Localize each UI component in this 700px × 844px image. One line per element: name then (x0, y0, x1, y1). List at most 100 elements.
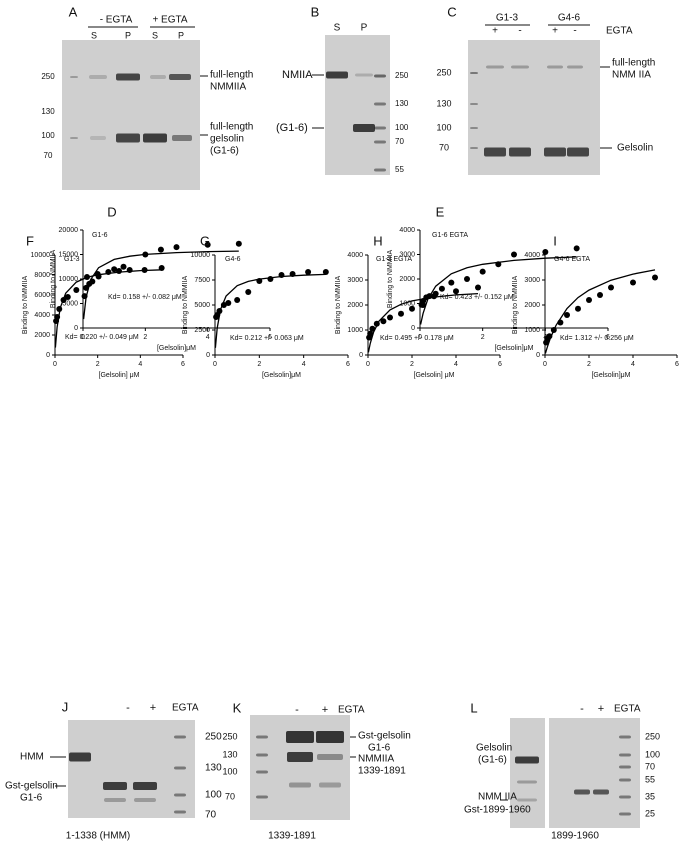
y-axis-label: Binding to NMMIIA (22, 275, 29, 334)
gel-band (316, 731, 344, 743)
marker-label: 100 (41, 131, 55, 140)
gel-band (256, 770, 268, 774)
gel-band (619, 735, 631, 739)
data-point (380, 318, 387, 325)
y-tick-label: 3000 (347, 277, 363, 284)
marker-label: 250 (436, 67, 451, 77)
gel-band (547, 65, 563, 69)
gel-band (374, 140, 386, 144)
data-point (448, 279, 455, 286)
gel-band (574, 789, 590, 795)
gel-image (62, 40, 200, 190)
x-axis-label: [Gelsolin] μM (414, 372, 455, 379)
y-tick-label: 3000 (399, 251, 415, 258)
condition-label: G1-3 (496, 13, 519, 24)
band-label: NMM IIA (478, 792, 517, 803)
data-point (89, 278, 96, 285)
gel-band (256, 753, 268, 757)
x-tick-label: 2 (96, 361, 100, 368)
band-label: Gst-gelsolin (5, 781, 58, 792)
y-axis-label: Binding to NMMIIA (335, 275, 342, 334)
lane-label: - (573, 26, 576, 37)
y-tick-label: 4000 (34, 312, 50, 319)
x-tick-label: 0 (543, 361, 547, 368)
y-tick-label: 0 (359, 352, 363, 359)
construct-caption: 1899-1960 (551, 831, 599, 842)
gel-band (286, 731, 314, 743)
gel-band (353, 124, 375, 132)
x-tick-label: 0 (418, 334, 422, 341)
y-tick-label: 2000 (347, 302, 363, 309)
gel-band (470, 103, 478, 105)
data-point (142, 251, 149, 258)
gel-band (256, 735, 268, 739)
condition-label: + EGTA (152, 15, 187, 26)
marker-label: 70 (225, 791, 235, 801)
gel-band (319, 782, 341, 788)
data-point (73, 287, 80, 293)
gel-band (517, 798, 537, 802)
lane-label: P (125, 30, 131, 40)
gel-band (70, 76, 78, 78)
lane-label: S (334, 23, 341, 34)
y-tick-label: 4000 (347, 252, 363, 259)
condition-label: G4-6 (558, 13, 581, 24)
data-point (126, 267, 133, 273)
panel-letter: F (26, 233, 34, 248)
y-tick-label: 8000 (34, 272, 50, 279)
x-axis-label: [Gelsolin] μM (99, 372, 140, 379)
data-point (608, 284, 614, 291)
x-axis-label: [Gelsolin]μM (494, 345, 533, 352)
data-point (475, 284, 481, 291)
y-tick-label: 15000 (59, 251, 79, 258)
data-point (105, 269, 112, 275)
panel-letter: L (470, 700, 477, 715)
y-axis-label: Binding to NMMIIA (387, 249, 394, 308)
data-point (542, 249, 549, 256)
gel-band (174, 735, 186, 739)
x-tick-label: 6 (498, 361, 502, 368)
panel-letter: B (311, 4, 320, 19)
lane-label: - (126, 702, 130, 714)
lane-label: - (518, 26, 521, 37)
y-tick-label: 1000 (399, 300, 415, 307)
x-tick-label: 4 (631, 361, 635, 368)
data-point (81, 293, 88, 300)
y-axis-label: Binding to NMMIIA (50, 249, 57, 308)
data-point (289, 271, 296, 277)
gel-band (89, 75, 107, 79)
kd-annotation: Kd= 1.312 +/- 0.256 μM (560, 335, 634, 342)
chart-title: G1-3 (64, 256, 80, 263)
data-point (116, 268, 122, 274)
y-tick-label: 10000 (191, 252, 211, 259)
x-axis-label: [Gelsolin]μM (591, 372, 630, 379)
y-tick-label: 2500 (194, 327, 210, 334)
marker-label: 130 (436, 98, 451, 108)
band-label: Gelsolin (476, 743, 512, 754)
band-label: NMIIA (282, 69, 313, 81)
gel-band (470, 72, 478, 74)
data-point (409, 305, 415, 312)
condition-label: EGTA (338, 705, 365, 716)
y-tick-label: 0 (411, 325, 415, 332)
marker-label: 70 (645, 761, 655, 771)
gel-band (484, 147, 506, 157)
marker-label: 130 (395, 99, 409, 108)
band-label: Gst-gelsolin (358, 731, 411, 742)
gel-band (174, 810, 186, 814)
y-tick-label: 7500 (194, 277, 210, 284)
gel-image (549, 718, 640, 828)
gel-band (509, 147, 531, 157)
x-tick-label: 4 (454, 361, 458, 368)
data-point (256, 278, 263, 284)
data-point (652, 274, 658, 281)
panel-letter: I (553, 233, 557, 248)
data-point (157, 246, 164, 253)
data-point (234, 297, 241, 303)
x-tick-label: 0 (213, 361, 217, 368)
y-tick-label: 10000 (59, 276, 79, 283)
chart-title: G1-6 EGTA (432, 232, 468, 239)
gel-band (104, 798, 126, 802)
data-point (120, 263, 127, 270)
